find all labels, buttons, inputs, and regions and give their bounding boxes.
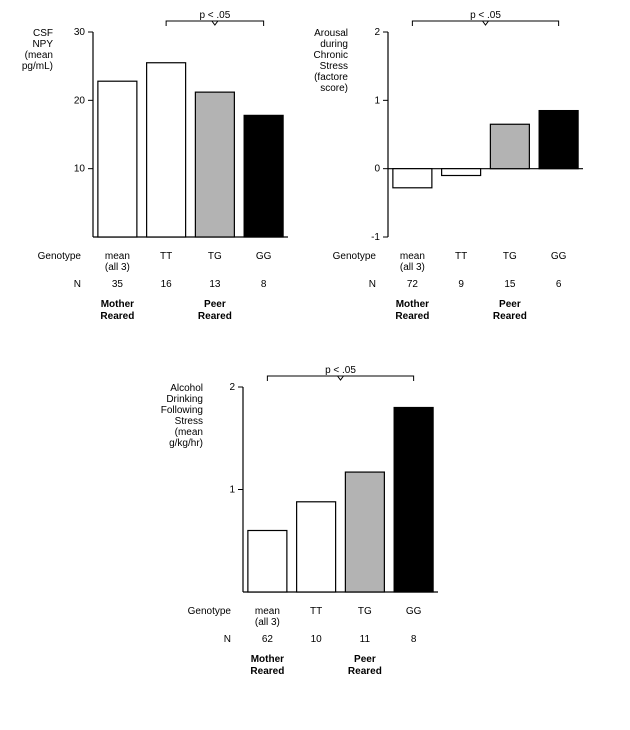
genotype-label: mean xyxy=(105,251,130,262)
bar xyxy=(297,502,336,592)
significance-label: p < .05 xyxy=(199,10,230,21)
ytick-label: 2 xyxy=(229,382,235,393)
chart2: -1 0 1 2 ArousalduringChronicStress(factores… xyxy=(314,10,583,322)
bar xyxy=(248,531,287,593)
ytick-label: 10 xyxy=(74,164,86,175)
significance-label: p < .05 xyxy=(470,10,501,21)
bar xyxy=(195,92,234,237)
genotype-label: TT xyxy=(160,251,172,262)
rearing-label: Reared xyxy=(395,311,429,322)
y-axis-label: NPY xyxy=(32,39,53,50)
n-value: 62 xyxy=(262,634,274,645)
y-axis-label: Chronic xyxy=(314,50,348,61)
ytick-label: 1 xyxy=(229,485,235,496)
n-row-label: N xyxy=(369,279,376,290)
bar xyxy=(393,169,432,188)
genotype-label: TT xyxy=(310,606,322,617)
n-value: 6 xyxy=(556,279,562,290)
n-value: 8 xyxy=(411,634,417,645)
bar xyxy=(539,111,578,169)
bar xyxy=(345,472,384,592)
bar xyxy=(442,169,481,176)
chart3: 1 2 AlcoholDrinkingFollowingStress(meang/k… xyxy=(161,365,438,677)
bar xyxy=(98,81,137,237)
y-axis-label: CSF xyxy=(33,28,53,39)
ytick-label: 0 xyxy=(374,164,380,175)
y-axis-label: (mean xyxy=(25,50,53,61)
bar xyxy=(244,115,283,237)
rearing-label: Reared xyxy=(250,666,284,677)
genotype-label: GG xyxy=(551,251,567,262)
rearing-label: Reared xyxy=(493,311,527,322)
y-axis-label: during xyxy=(320,39,348,50)
rearing-label: Mother xyxy=(396,299,429,310)
y-axis-label: Drinking xyxy=(166,394,203,405)
n-row-label: N xyxy=(74,279,81,290)
bar xyxy=(394,408,433,593)
n-value: 35 xyxy=(112,279,124,290)
n-value: 13 xyxy=(209,279,221,290)
genotype-row-label: Genotype xyxy=(333,251,377,262)
ytick-label: 30 xyxy=(74,27,86,38)
n-value: 16 xyxy=(161,279,173,290)
rearing-label: Peer xyxy=(204,299,226,310)
y-axis-label: Following xyxy=(161,405,203,416)
y-axis-label: score) xyxy=(320,83,348,94)
genotype-label: TG xyxy=(503,251,517,262)
y-axis-label: Stress xyxy=(320,61,348,72)
n-value: 10 xyxy=(311,634,323,645)
genotype-label: GG xyxy=(256,251,272,262)
y-axis-label: (factore xyxy=(314,72,348,83)
genotype-row-label: Genotype xyxy=(38,251,82,262)
significance-label: p < .05 xyxy=(325,365,356,376)
genotype-label: mean xyxy=(255,606,280,617)
ytick-label: -1 xyxy=(371,232,380,243)
genotype-label: GG xyxy=(406,606,422,617)
n-value: 9 xyxy=(458,279,464,290)
ytick-label: 20 xyxy=(74,95,86,106)
genotype-sublabel: (all 3) xyxy=(255,617,280,628)
n-value: 15 xyxy=(504,279,516,290)
genotype-label: TG xyxy=(208,251,222,262)
rearing-label: Reared xyxy=(198,311,232,322)
y-axis-label: Arousal xyxy=(314,28,348,39)
rearing-label: Reared xyxy=(348,666,382,677)
n-value: 8 xyxy=(261,279,267,290)
rearing-label: Reared xyxy=(100,311,134,322)
genotype-sublabel: (all 3) xyxy=(105,262,130,273)
figure-canvas: 102030CSFNPY(meanpg/mL)p < .05Genotypeme… xyxy=(0,0,630,730)
ytick-label: 2 xyxy=(374,27,380,38)
rearing-label: Peer xyxy=(499,299,521,310)
n-value: 11 xyxy=(360,634,371,645)
y-axis-label: Alcohol xyxy=(170,383,203,394)
y-axis-label: Stress xyxy=(175,416,203,427)
bar xyxy=(147,63,186,237)
genotype-sublabel: (all 3) xyxy=(400,262,425,273)
ytick-label: 1 xyxy=(374,95,380,106)
n-value: 72 xyxy=(407,279,419,290)
rearing-label: Mother xyxy=(251,654,284,665)
rearing-label: Peer xyxy=(354,654,376,665)
genotype-label: TT xyxy=(455,251,467,262)
n-row-label: N xyxy=(224,634,231,645)
rearing-label: Mother xyxy=(101,299,134,310)
chart1: 10 20 30 CSFNPY(meanpg/mL) p < .05 Genotype me… xyxy=(22,10,288,322)
y-axis-label: pg/mL) xyxy=(22,61,53,72)
genotype-row-label: Genotype xyxy=(188,606,232,617)
genotype-label: TG xyxy=(358,606,372,617)
y-axis-label: (mean xyxy=(175,427,203,438)
bar xyxy=(490,124,529,168)
genotype-label: mean xyxy=(400,251,425,262)
y-axis-label: g/kg/hr) xyxy=(169,438,203,449)
